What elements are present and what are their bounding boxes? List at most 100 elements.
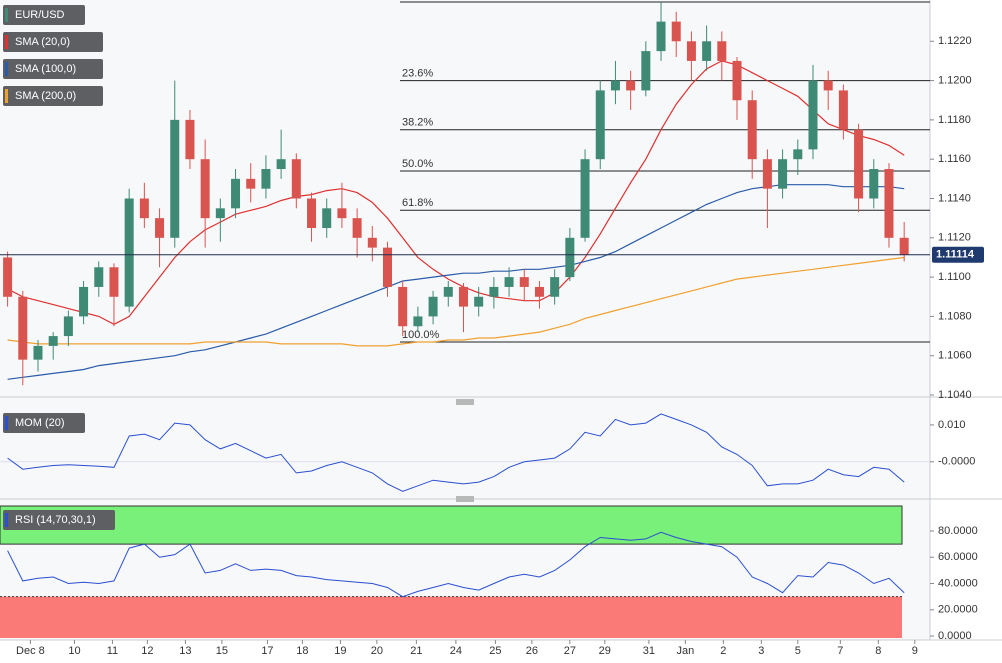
candle-body (732, 60, 742, 101)
rsi-oversold-band (0, 596, 902, 638)
candle-body (94, 267, 104, 287)
x-tick-label: 29 (599, 645, 611, 657)
candle-body (793, 149, 803, 160)
fib-label: 38.2% (402, 117, 433, 129)
legend-swatch (5, 416, 8, 430)
candle-body (762, 159, 772, 189)
candle-body (63, 316, 73, 337)
candle-body (170, 119, 180, 238)
candle-body (33, 345, 43, 360)
candle-body (337, 208, 347, 219)
x-tick-label: 10 (68, 645, 80, 657)
fib-label: 61.8% (402, 197, 433, 209)
fib-label: 50.0% (402, 158, 433, 170)
candle-body (686, 41, 696, 61)
x-tick-label: 11 (107, 645, 118, 657)
candle-body (702, 41, 712, 61)
y-tick-label: 1.1040 (938, 389, 972, 401)
legend-swatch (5, 513, 8, 527)
candle-body (778, 159, 788, 189)
legend-box (3, 510, 115, 530)
y-tick-label: 40.0000 (938, 577, 978, 589)
legend-swatch (5, 89, 8, 103)
candle-body (854, 129, 864, 199)
candle-body (124, 198, 134, 307)
sma-line (7, 60, 905, 325)
legend-box (3, 5, 85, 25)
candle-body (550, 277, 560, 297)
x-tick-label: 20 (371, 645, 383, 657)
candle-body (869, 169, 879, 199)
sma-line (7, 256, 905, 347)
legend-label: MOM (20) (15, 417, 65, 429)
candle-body (139, 198, 149, 219)
candle-body (595, 90, 605, 160)
candle-body (656, 21, 666, 52)
candle-body (246, 178, 256, 189)
candle-body (580, 159, 590, 238)
candle-body (519, 277, 529, 287)
candle-body (322, 208, 332, 228)
x-tick-label: 24 (450, 645, 462, 657)
candle-body (383, 247, 392, 287)
x-tick-label: 8 (875, 645, 881, 657)
rsi-overbought-band (0, 505, 903, 545)
x-tick-label: 26 (526, 645, 538, 657)
x-tick-label: 9 (912, 645, 918, 657)
y-tick-label: 1.1060 (938, 350, 972, 362)
candle-body (504, 277, 514, 287)
candle-body (276, 159, 286, 170)
candle-body (808, 80, 818, 150)
legend-swatch (5, 62, 8, 76)
y-tick-label: 1.1140 (938, 192, 971, 204)
x-tick-label: 21 (410, 645, 422, 657)
candle-body (291, 159, 301, 199)
candle-body (626, 80, 636, 91)
candle-body (261, 169, 271, 189)
candle-body (79, 286, 89, 317)
legend-swatch (5, 8, 8, 22)
candle-body (48, 336, 58, 346)
candle-body (367, 237, 377, 248)
candle-body (109, 267, 119, 297)
x-tick-label: 13 (179, 645, 191, 657)
candle-body (231, 178, 241, 209)
candle-body (185, 119, 195, 160)
candle-body (474, 296, 484, 307)
candle-body (352, 218, 362, 238)
sma-line (7, 184, 905, 380)
rsi-line (7, 531, 905, 598)
last-price-box (932, 246, 984, 263)
x-tick-label: 27 (564, 645, 576, 657)
fib-label: 100.0% (402, 329, 440, 341)
candle-body (747, 100, 757, 160)
legend-box (3, 413, 85, 433)
x-tick-label: 2 (720, 645, 726, 657)
candle-body (899, 237, 909, 255)
candle-body (823, 80, 833, 91)
x-tick-label: Dec 8 (16, 645, 45, 657)
candle-body (838, 90, 848, 130)
candle-body (443, 286, 453, 297)
candle-body (671, 21, 681, 42)
y-tick-label: 1.1100 (938, 271, 971, 283)
y-tick-label: 0.0000 (938, 630, 972, 642)
x-tick-label: 5 (795, 645, 801, 657)
candle-body (18, 296, 28, 360)
x-tick-label: 18 (296, 645, 308, 657)
y-tick-label: -0.0000 (938, 456, 975, 468)
y-tick-label: 80.0000 (938, 525, 978, 537)
candle-body (413, 316, 423, 327)
candle-body (641, 51, 651, 91)
candle-body (398, 286, 408, 327)
candle-body (717, 41, 727, 61)
candle-body (215, 208, 225, 219)
candle-body (458, 286, 468, 307)
candle-body (534, 286, 544, 297)
legend-swatch (5, 35, 8, 49)
y-tick-label: 1.1220 (938, 35, 972, 47)
legend-label: EUR/USD (15, 9, 65, 21)
legend-label: SMA (100,0) (15, 63, 76, 75)
candle-body (3, 257, 13, 297)
fib-label: 23.6% (402, 67, 433, 79)
